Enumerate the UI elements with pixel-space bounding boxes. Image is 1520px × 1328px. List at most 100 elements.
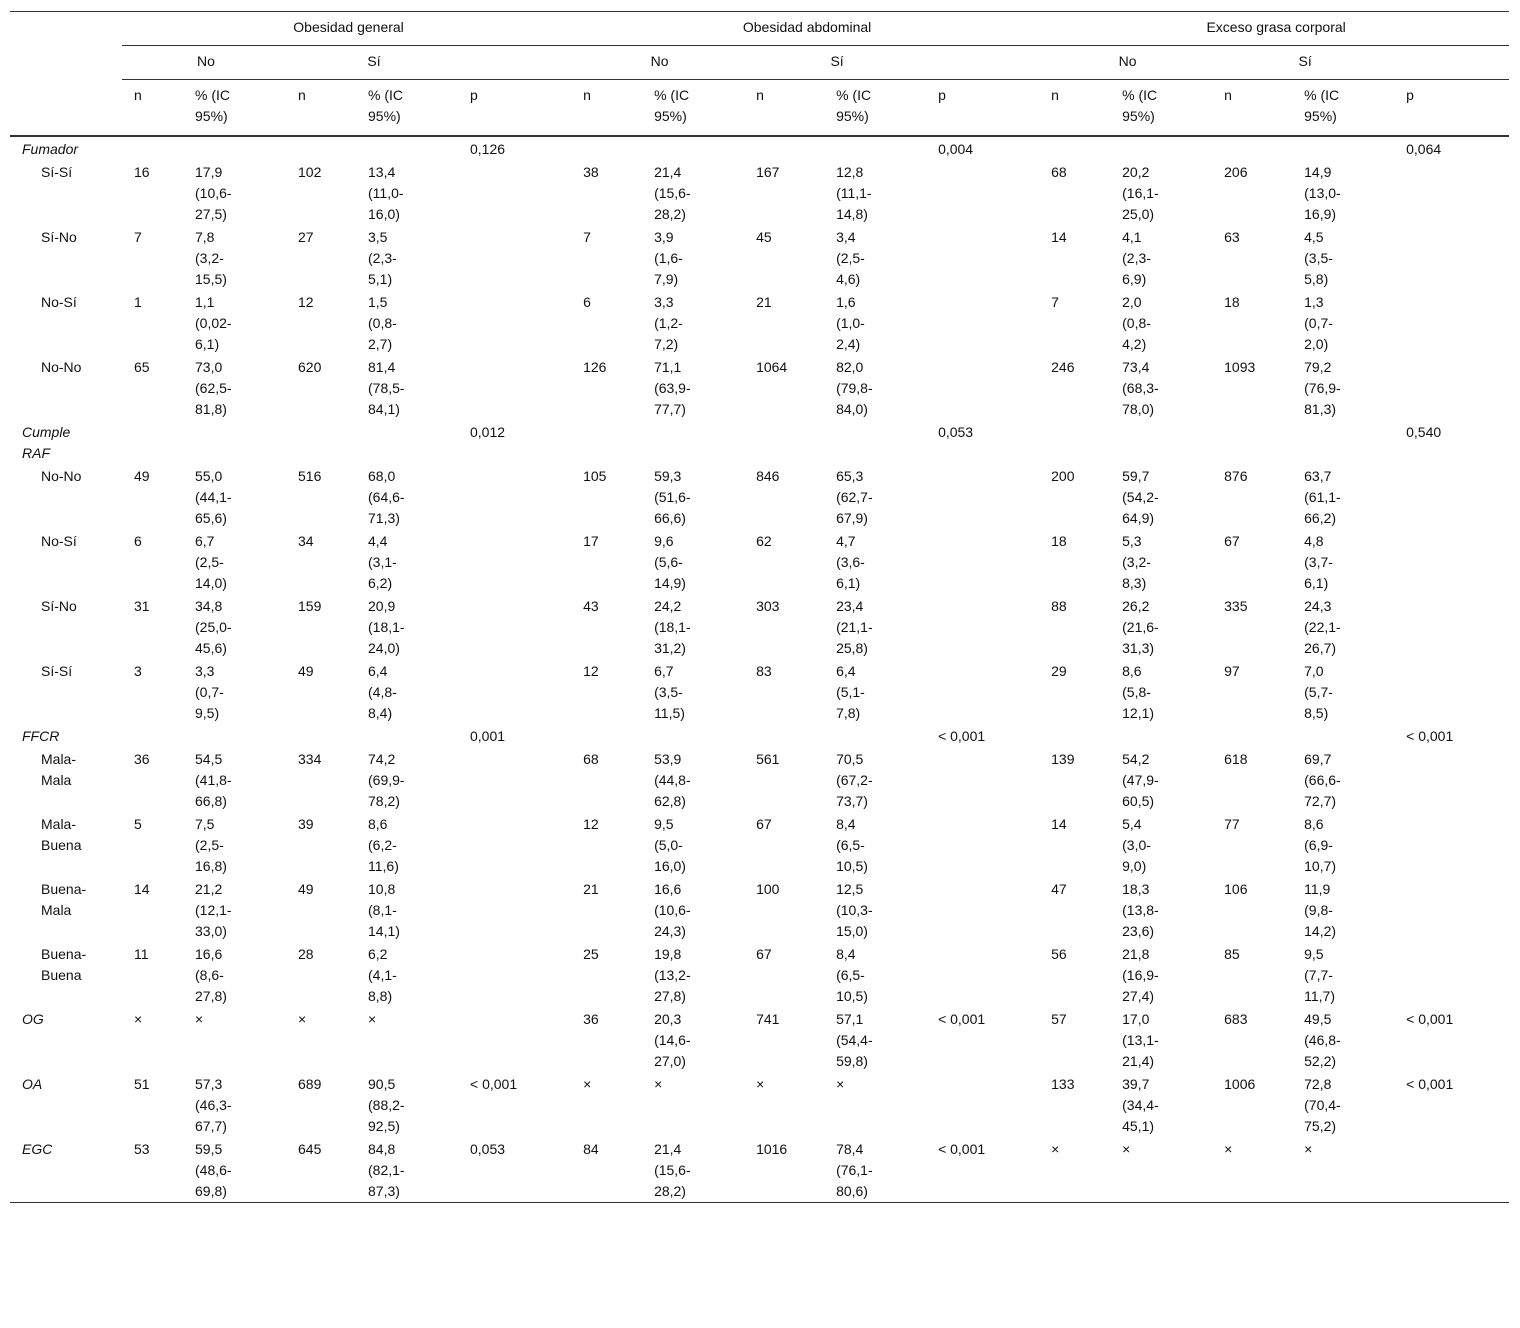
count: ×: [1224, 1141, 1233, 1157]
count-cell: 1: [122, 290, 183, 355]
row-label: Buena-Mala: [10, 877, 122, 942]
percent: 1,5: [368, 294, 388, 310]
data-row: Mala-Buena 5 7,5 (2,5-16,8) 39 8,6 (6,2-11,6) 1…: [10, 812, 1509, 877]
percent-cell: 20,2 (16,1-25,0): [1110, 160, 1212, 225]
count: 17: [583, 533, 599, 549]
count-cell: 12: [571, 659, 642, 724]
percent-cell: 8,4 (6,5-10,5): [824, 942, 926, 1007]
p-value: < 0,001: [938, 728, 986, 744]
count-cell: 645: [286, 1137, 356, 1203]
percent-cell: 6,4 (5,1-7,8): [824, 659, 926, 724]
blank-cell: [571, 136, 642, 160]
count-cell: 38: [571, 160, 642, 225]
confidence-interval: (22,1-26,7): [1304, 619, 1341, 656]
count: 6: [583, 294, 591, 310]
table-header: Obesidad general Obesidad abdominal Exceso…: [10, 11, 1510, 137]
count: 28: [298, 946, 314, 962]
percent-cell: 5,3 (3,2-8,3): [1110, 529, 1212, 594]
percent-cell: 20,3 (14,6-27,0): [642, 1007, 744, 1072]
percent: 74,2: [368, 751, 396, 767]
percent-cell: 90,5 (88,2-92,5): [356, 1072, 458, 1137]
percent: 1,3: [1304, 294, 1324, 310]
data-row: Mala-Mala 36 54,5 (41,8-66,8) 334 74,2 (69,9-7…: [10, 747, 1509, 812]
count-cell: 47: [1039, 877, 1110, 942]
percent-cell: 54,5 (41,8-66,8): [183, 747, 286, 812]
column-label: % (IC 95%): [195, 87, 230, 124]
data-row: Buena-Buena 11 16,6 (8,6-27,8) 28 6,2 (4,1-8,8…: [10, 942, 1509, 1007]
count: 1064: [756, 359, 788, 375]
count: 88: [1051, 598, 1067, 614]
count: 31: [134, 598, 150, 614]
count: 68: [583, 751, 599, 767]
percent-cell: 18,3 (13,8-23,6): [1110, 877, 1212, 942]
confidence-interval: (79,8-84,0): [836, 380, 873, 417]
percent-cell: 3,3 (0,7-9,5): [183, 659, 286, 724]
percent-cell: 12,8 (11,1-14,8): [824, 160, 926, 225]
percent-cell: 1,5 (0,8-2,7): [356, 290, 458, 355]
p-cell: [458, 355, 571, 420]
percent-cell: 70,5 (67,2-73,7): [824, 747, 926, 812]
section-name: EGC: [22, 1141, 53, 1157]
percent: 34,8: [195, 598, 223, 614]
blank-cell: [744, 136, 824, 160]
row-name: Sí-No: [41, 229, 77, 245]
p-cell: [1394, 594, 1509, 659]
section-row: Fumador 0,126 0,004 0,064: [10, 136, 1509, 160]
confidence-interval: (82,1-87,3): [368, 1162, 405, 1199]
confidence-interval: (69,9-78,2): [368, 772, 405, 809]
column-label: % (IC 95%): [1122, 87, 1158, 124]
count: ×: [654, 1076, 663, 1092]
count-cell: 303: [744, 594, 824, 659]
percent: 55,0: [195, 468, 223, 484]
percent-cell: 82,0 (79,8-84,0): [824, 355, 926, 420]
confidence-interval: (13,1-21,4): [1122, 1032, 1159, 1069]
confidence-interval: (5,1-7,8): [836, 684, 865, 721]
confidence-interval: (6,5-10,5): [836, 837, 868, 874]
count-cell: 21: [744, 290, 824, 355]
confidence-interval: (51,6-66,6): [654, 489, 691, 526]
percent-cell: 84,8 (82,1-87,3): [356, 1137, 458, 1203]
p-value: 0,064: [1406, 141, 1442, 157]
p-cell: [458, 225, 571, 290]
p-cell: [1394, 942, 1509, 1007]
percent: 1,1: [195, 294, 215, 310]
p-value: < 0,001: [938, 1011, 986, 1027]
percent-cell: 9,6 (5,6-14,9): [642, 529, 744, 594]
count-cell: 620: [286, 355, 356, 420]
count-cell: 65: [122, 355, 183, 420]
percent: 21,4: [654, 1141, 682, 1157]
percent: 3,4: [836, 229, 856, 245]
percent-cell: 5,4 (3,0-9,0): [1110, 812, 1212, 877]
column-label: % (IC 95%): [654, 87, 690, 124]
count: 16: [134, 164, 150, 180]
count-cell: 12: [286, 290, 356, 355]
confidence-interval: (48,6-69,8): [195, 1162, 232, 1199]
p-cell: [458, 1007, 571, 1072]
corner: [10, 46, 122, 80]
confidence-interval: (10,3-15,0): [836, 902, 873, 939]
p-cell: < 0,001: [926, 1137, 1039, 1203]
column-title: n: [744, 79, 825, 137]
count: 49: [298, 881, 314, 897]
column-title: p: [458, 79, 572, 137]
count-cell: ×: [183, 1007, 286, 1072]
percent: 69,7: [1304, 751, 1332, 767]
p-cell: 0,540: [1394, 420, 1509, 464]
confidence-interval: (5,6-14,9): [654, 554, 686, 591]
percent: 20,9: [368, 598, 396, 614]
confidence-interval: (10,6-24,3): [654, 902, 691, 939]
percent-cell: 73,0 (62,5-81,8): [183, 355, 286, 420]
count: 67: [756, 946, 772, 962]
count-cell: 84: [571, 1137, 642, 1203]
row-name: No-Sí: [41, 294, 77, 310]
confidence-interval: (5,0-16,0): [654, 837, 686, 874]
count-cell: 57: [1039, 1007, 1110, 1072]
percent-cell: 4,5 (3,5-5,8): [1292, 225, 1394, 290]
percent: 16,6: [654, 881, 682, 897]
percent: 4,8: [1304, 533, 1324, 549]
percent: 71,1: [654, 359, 682, 375]
column-label: n: [134, 87, 142, 103]
percent-cell: 1,3 (0,7-2,0): [1292, 290, 1394, 355]
confidence-interval: (5,7-8,5): [1304, 684, 1333, 721]
row-name: Sí-No: [41, 598, 77, 614]
